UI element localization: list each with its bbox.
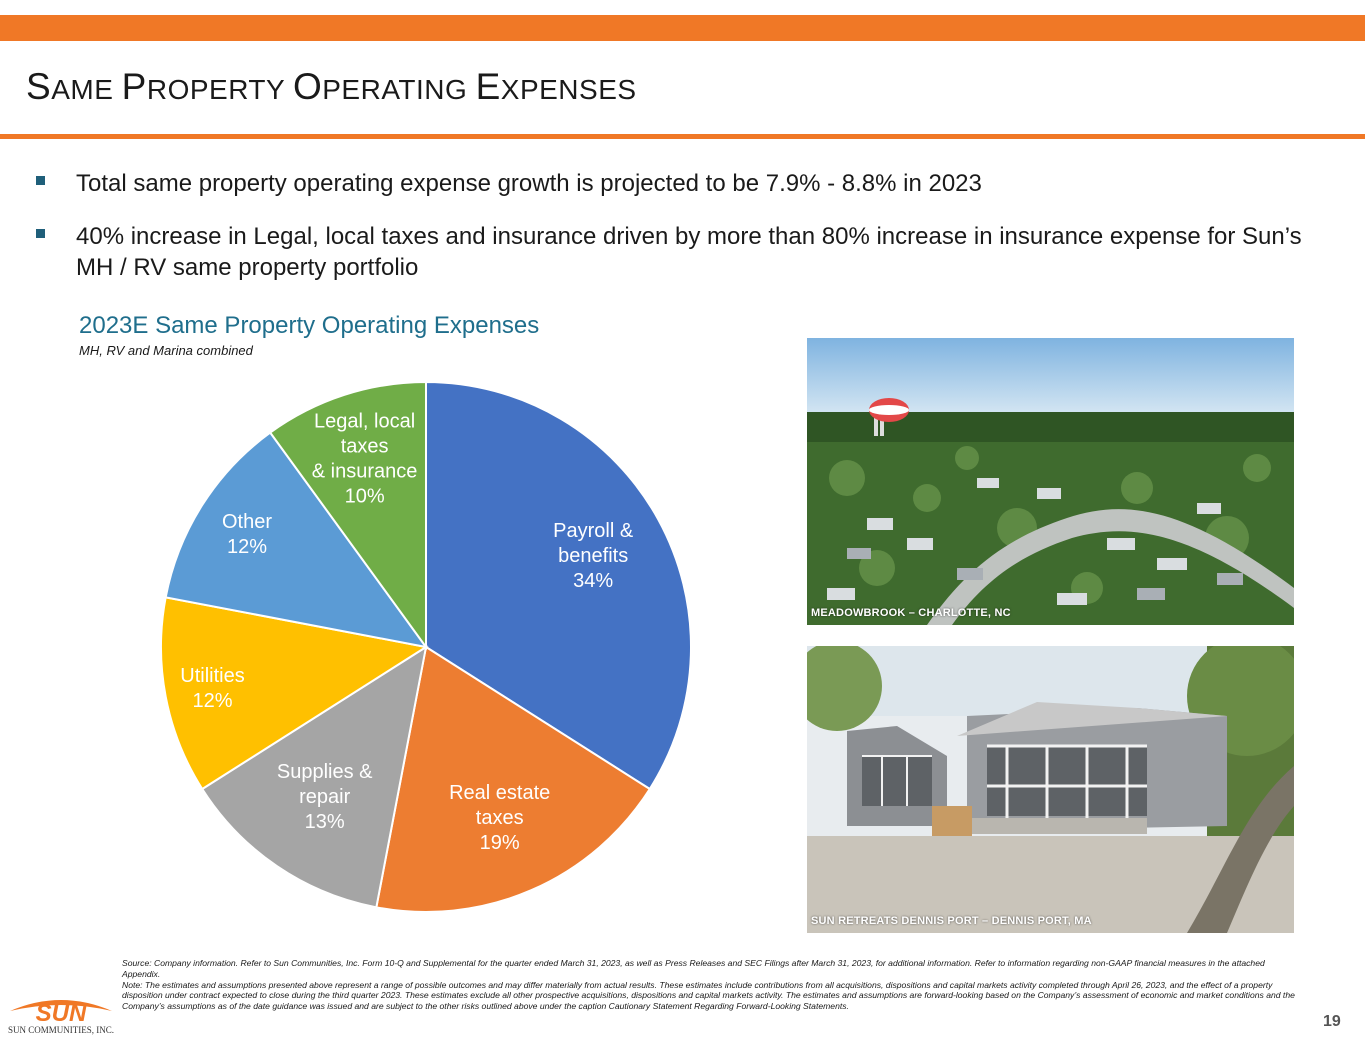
bullet-item: 40% increase in Legal, local taxes and i… [36, 221, 1326, 283]
chart-subtitle: MH, RV and Marina combined [79, 343, 253, 358]
pie-slice [160, 596, 429, 791]
pie-slice-label-line: 10% [345, 486, 385, 508]
pie-slice-label-line: 12% [192, 690, 232, 712]
pie-slice [200, 644, 428, 909]
photo-meadowbrook: MEADOWBROOK – CHARLOTTE, NC [807, 338, 1294, 625]
square-bullet-icon [36, 229, 45, 238]
pie-slice [375, 645, 652, 913]
aerial-neighborhood-photo [807, 338, 1294, 625]
pie-slice-label-line: 13% [305, 811, 345, 833]
pie-slice-label-line: Supplies & [277, 761, 373, 783]
logo-text: SUN [36, 1000, 87, 1027]
pie-slice-label-line: Real estate [449, 782, 550, 804]
footnote-source: Source: Company information. Refer to Su… [122, 958, 1265, 979]
chart-title: 2023E Same Property Operating Expenses [79, 312, 540, 339]
photo-caption-meadowbrook: MEADOWBROOK – CHARLOTTE, NC [811, 607, 1011, 619]
bullet-text: Total same property operating expense gr… [76, 170, 982, 197]
pie-slice-label-line: Legal, local [314, 411, 415, 433]
title-word-3: OPERATING [292, 66, 476, 107]
pie-slice [425, 380, 692, 791]
pie-slice-label: Utilities 12% [180, 665, 244, 712]
pie-slice-label-line: 34% [573, 570, 613, 592]
title-word-4: EXPENSES [475, 66, 637, 107]
pie-slice-label-line: & insurance [312, 461, 418, 483]
pie-slice-label-line: repair [299, 786, 350, 808]
pie-slice [268, 380, 427, 651]
logo-subtext: SUN COMMUNITIES, INC. [8, 1025, 115, 1035]
title-word-1: SAME [26, 66, 122, 107]
pie-slice-label: Real estate taxes 19% [449, 782, 550, 854]
bullet-list: Total same property operating expense gr… [36, 168, 1326, 305]
photo-caption-dennis-port: SUN RETREATS DENNIS PORT – DENNIS PORT, … [811, 915, 1092, 927]
pie-slice-label: Other 12% [222, 511, 272, 558]
pie-slice-label-line: 19% [480, 832, 520, 854]
title-divider [0, 134, 1365, 139]
cottages-photo [807, 646, 1294, 933]
page-number: 19 [1323, 1013, 1341, 1030]
pie-slice-label: Legal, local taxes & insurance 10% [312, 411, 418, 508]
photo-dennis-port: SUN RETREATS DENNIS PORT – DENNIS PORT, … [807, 646, 1294, 933]
pie-slice-label: Supplies & repair 13% [277, 761, 373, 833]
pie-slice [164, 431, 429, 649]
pie-slice-label-line: Utilities [180, 665, 244, 687]
title-word-2: PROPERTY [121, 66, 293, 107]
footnote-note: Note: The estimates and assumptions pres… [122, 979, 1295, 1012]
pie-slice-label: Payroll & benefits 34% [553, 520, 634, 592]
pie-slice-label-line: Other [222, 511, 272, 533]
pie-slice-label-line: benefits [558, 545, 628, 567]
sun-communities-logo: SUN [10, 1000, 112, 1027]
pie-slice-label-line: taxes [476, 807, 524, 829]
page-title: SAME PROPERTY OPERATING EXPENSES [26, 66, 637, 108]
bullet-item: Total same property operating expense gr… [36, 168, 1326, 199]
bullet-text: 40% increase in Legal, local taxes and i… [76, 223, 1302, 281]
pie-slice-label-line: Payroll & [553, 520, 634, 542]
footnote: Source: Company information. Refer to Su… [122, 958, 1297, 1012]
square-bullet-icon [36, 176, 45, 185]
top-accent-bar [0, 15, 1365, 41]
pie-slice-label-line: 12% [227, 536, 267, 558]
pie-slice-label-line: taxes [341, 436, 389, 458]
